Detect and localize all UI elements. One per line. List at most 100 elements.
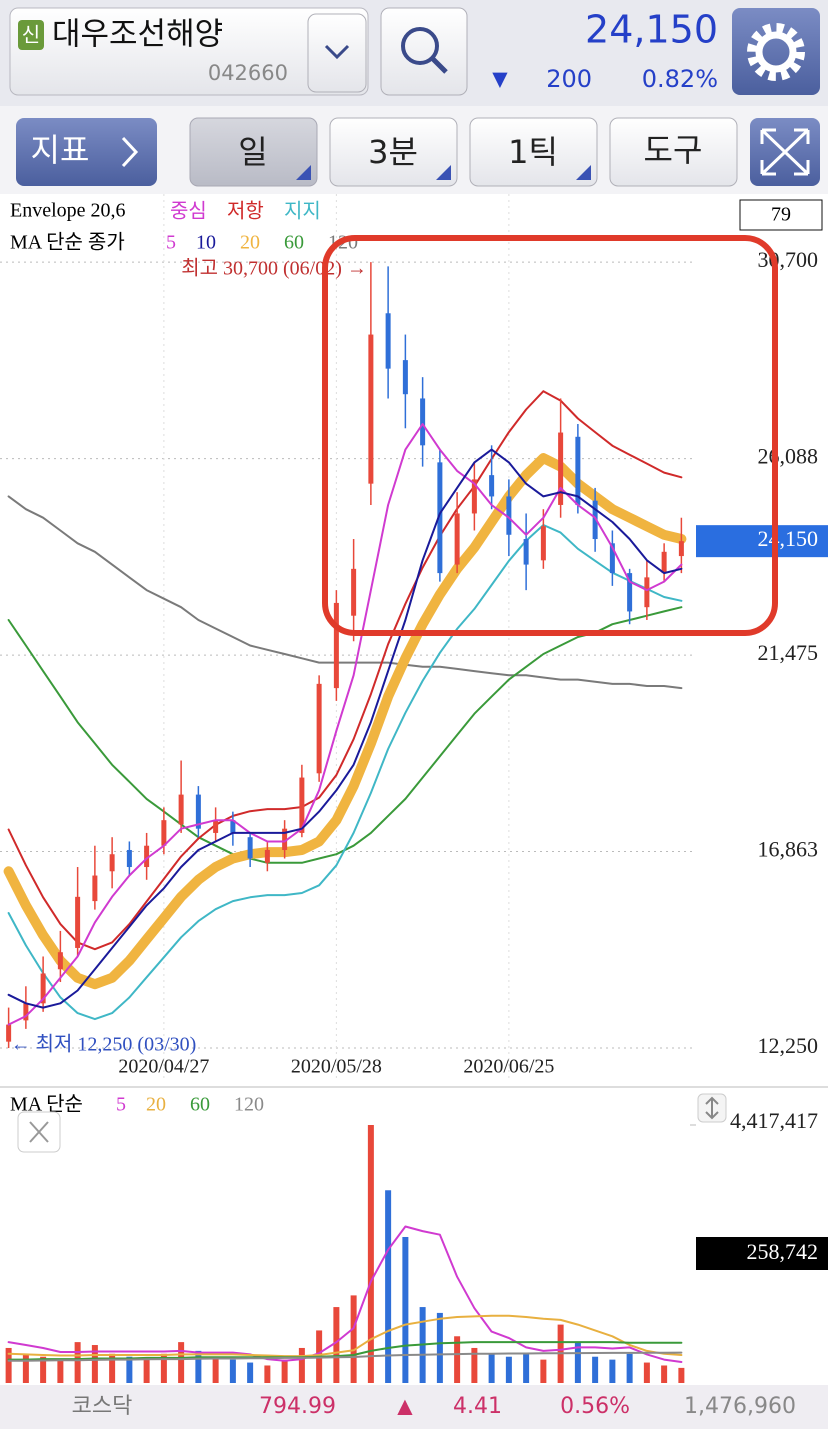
gear-icon (755, 31, 797, 73)
volume-bar (22, 1353, 29, 1383)
ma-line (7, 1351, 683, 1362)
candle-body (385, 313, 391, 369)
candle-body (144, 845, 150, 868)
minute-button[interactable] (329, 117, 458, 187)
close-icon (29, 1121, 49, 1143)
legend-entry: 60 (284, 232, 304, 254)
candle-body (40, 973, 46, 1004)
candle-body (23, 1003, 29, 1021)
ma-line (7, 448, 683, 1009)
candle-body (575, 436, 581, 505)
candle-body (75, 896, 81, 948)
legend-entry: 120 (234, 1094, 264, 1116)
x-tick-label: 2020/06/25 (463, 1056, 554, 1078)
tick-button[interactable] (469, 117, 598, 187)
candle-body (609, 543, 615, 574)
volume-bar (109, 1353, 116, 1383)
candle-body (437, 462, 443, 574)
x-tick-label: 2020/05/28 (291, 1056, 382, 1078)
change-arrow: ▼ (492, 67, 508, 91)
legend-entry: 20 (146, 1094, 166, 1116)
legend-entry: 5 (116, 1094, 126, 1116)
candle-body (420, 398, 426, 446)
volume-bar (626, 1353, 633, 1383)
ma-line (7, 524, 683, 1021)
stock-name: 대우조선해양 (52, 17, 223, 53)
volume-bar (126, 1356, 133, 1383)
settings-button[interactable] (732, 8, 820, 95)
candle-body (230, 820, 236, 833)
candle-body (540, 526, 546, 561)
candle-body (454, 513, 460, 565)
volume-bar (488, 1353, 495, 1383)
indicator-button[interactable] (16, 118, 157, 186)
volume-bar (523, 1353, 530, 1383)
resize-icon (705, 1096, 719, 1120)
volume-bar (247, 1362, 254, 1383)
volume-bar (505, 1356, 512, 1383)
candle-body (592, 500, 598, 540)
ma-line (7, 423, 683, 1026)
candle-body (247, 837, 253, 859)
price-chart: 79 Envelope 20,6 MA 단순 종가 12,250 16,863 21… (0, 194, 828, 1080)
legend-entry: 저항 (227, 199, 264, 223)
candle-body (351, 568, 357, 616)
volume-bar (298, 1347, 305, 1383)
volume-bar (91, 1345, 98, 1383)
candle-body (161, 820, 167, 846)
last-price-badge (696, 525, 828, 558)
dropdown-corner (296, 165, 311, 180)
ma-line (3, 453, 687, 990)
volume-bar (592, 1356, 599, 1383)
volume-bar (436, 1312, 443, 1383)
stock-box[interactable] (9, 7, 369, 96)
candle-body (471, 479, 477, 514)
dropdown-button[interactable] (307, 13, 367, 93)
volume-bar (212, 1356, 219, 1383)
change: 200 (546, 65, 592, 93)
period-label: 일 (238, 133, 267, 171)
candle-body (282, 828, 288, 850)
candle-body (661, 551, 667, 574)
dropdown-corner (576, 165, 591, 180)
volume-bar (609, 1359, 616, 1383)
volume-bar (57, 1359, 64, 1383)
volume-bar (40, 1356, 47, 1383)
volume-bar (143, 1359, 150, 1383)
last-volume-label: 258,742 (747, 1239, 819, 1264)
y-tick-label: 21,475 (758, 640, 819, 665)
gear-teeth (747, 23, 805, 81)
search-icon (401, 27, 439, 65)
candle-body (644, 577, 650, 608)
legend-entry: 5 (166, 232, 176, 254)
chevron-icon (121, 136, 139, 168)
tools-button[interactable] (609, 117, 738, 187)
candle-body (213, 820, 219, 833)
volume-bar (454, 1336, 461, 1383)
candle-body (627, 573, 633, 612)
badge: 신 (22, 23, 40, 47)
candle-body (402, 360, 408, 395)
volume-bar (333, 1307, 340, 1383)
search-button[interactable] (380, 7, 468, 96)
candle-body (489, 475, 495, 497)
volume-bar (281, 1359, 288, 1383)
market: 코스닥 (72, 1394, 133, 1419)
y-tick-label: 4,417,417 (730, 1108, 818, 1133)
candle-body (92, 875, 98, 902)
period-button[interactable] (189, 117, 318, 187)
volume-bar (178, 1342, 185, 1383)
market-index: 794.99 (259, 1394, 336, 1419)
ma-line (7, 495, 683, 690)
candle-body (264, 849, 270, 863)
ma-line (7, 1225, 683, 1363)
market-arrow: ▲ (397, 1394, 413, 1418)
dropdown-corner (436, 165, 451, 180)
y-tick-label: 26,088 (758, 444, 819, 469)
footer: 코스닥 794.99 ▲ 4.41 0.56% 1,476,960 (0, 1385, 828, 1429)
candle-body (6, 1024, 12, 1042)
market-change-pct: 0.56% (560, 1394, 630, 1419)
volume-bar (350, 1295, 357, 1383)
candle-body (678, 541, 684, 557)
change-pct: 0.82% (642, 65, 718, 93)
